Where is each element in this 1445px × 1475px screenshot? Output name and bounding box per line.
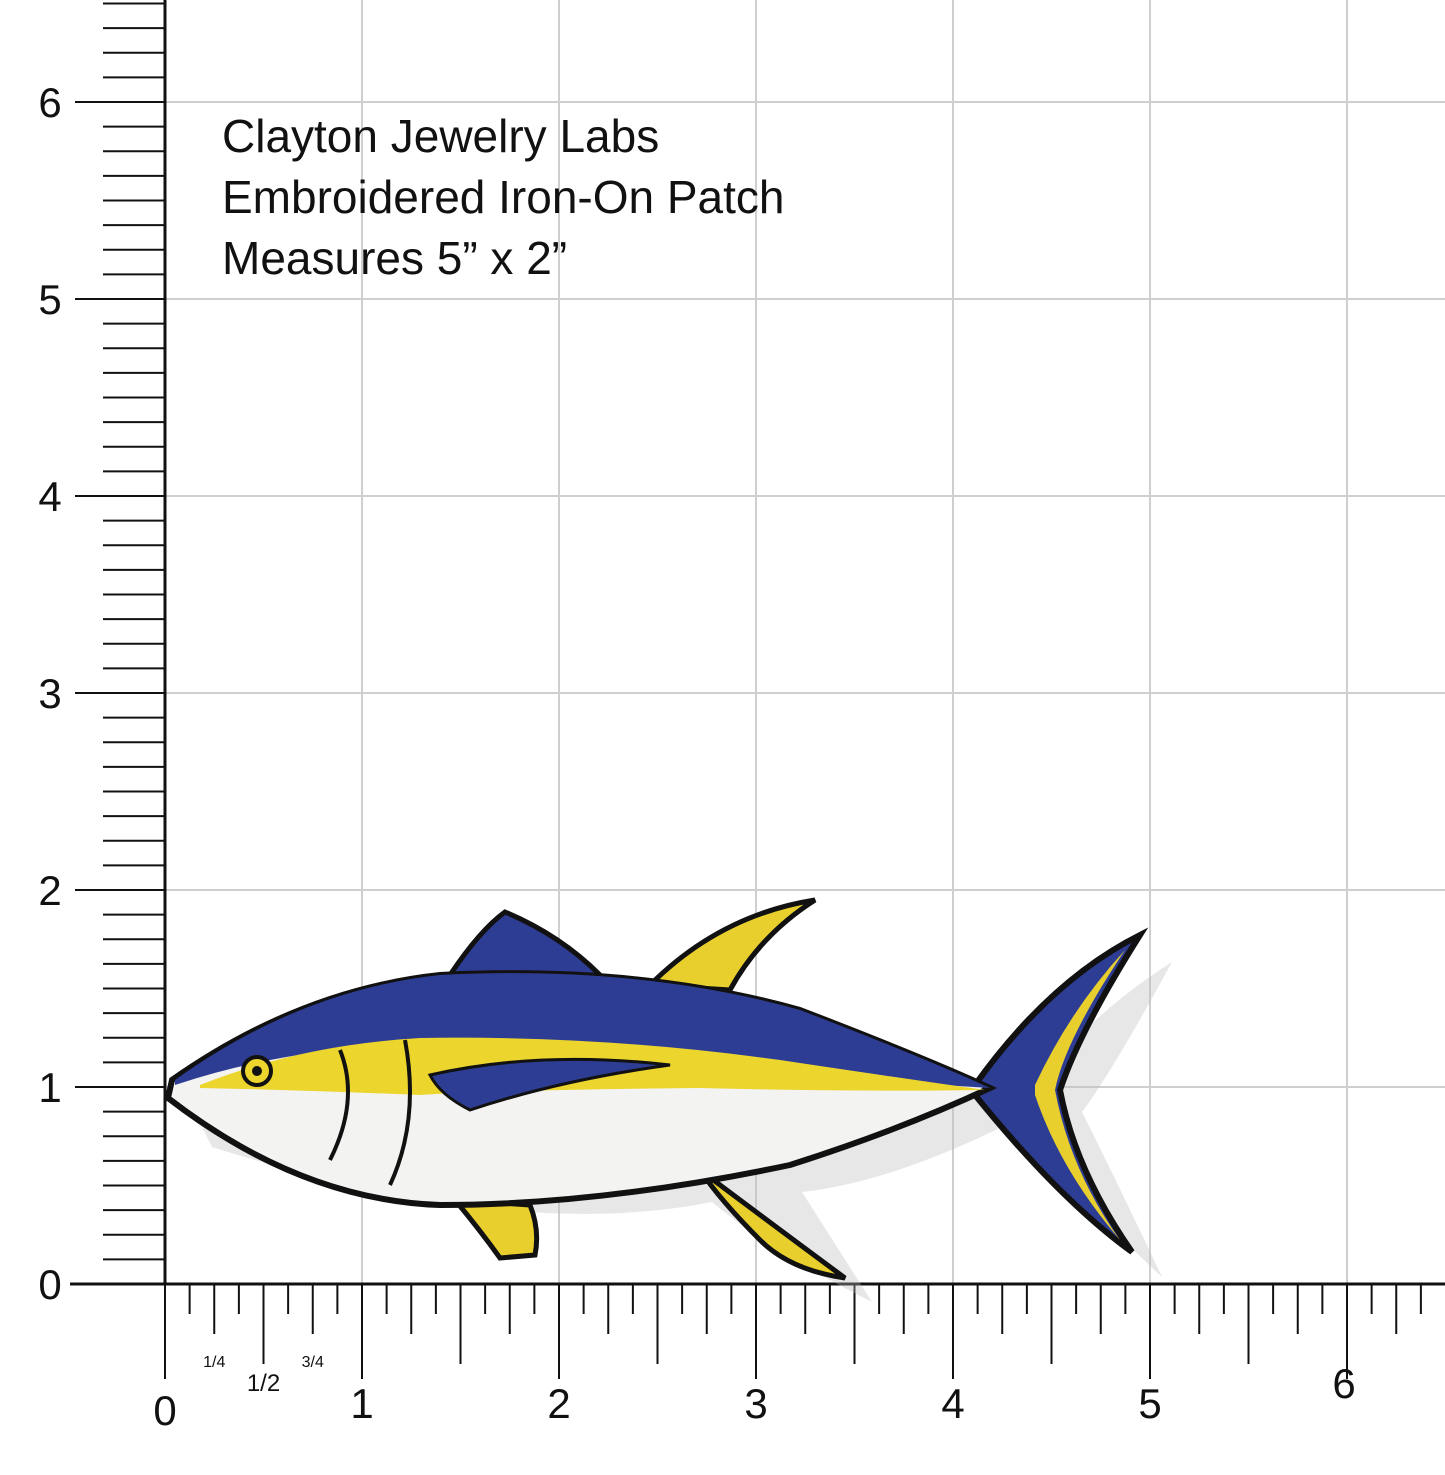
x-label: 4 <box>941 1380 964 1427</box>
caption-line: Measures 5” x 2” <box>222 232 567 284</box>
x-label: 1 <box>350 1380 373 1427</box>
back <box>175 973 990 1088</box>
x-label: 6 <box>1332 1360 1355 1407</box>
y-label: 5 <box>38 276 61 323</box>
caption-line: Embroidered Iron-On Patch <box>222 171 785 223</box>
caption-line: Clayton Jewelry Labs <box>222 110 659 162</box>
fraction-label: 1/4 <box>203 1354 225 1371</box>
gill-lines <box>328 1039 412 1186</box>
y-label: 1 <box>38 1064 61 1111</box>
tuna-patch <box>164 897 1172 1302</box>
tail-stripe <box>1035 950 1125 1240</box>
caption: Clayton Jewelry Labs Embroidered Iron-On … <box>222 110 785 284</box>
x-label: 2 <box>547 1380 570 1427</box>
pelvic-fin <box>449 1197 540 1261</box>
dorsal-fin <box>445 909 607 978</box>
x-label: 3 <box>744 1380 767 1427</box>
pectoral-fin <box>427 1057 671 1112</box>
x-label: 0 <box>153 1387 176 1434</box>
tail <box>972 927 1149 1255</box>
y-label: 6 <box>38 79 61 126</box>
fraction-label: 1/2 <box>247 1370 280 1397</box>
second-dorsal-fin <box>644 897 817 993</box>
y-label: 0 <box>38 1261 61 1308</box>
x-label: 5 <box>1138 1380 1161 1427</box>
anal-fin <box>697 1167 847 1281</box>
y-label: 4 <box>38 473 61 520</box>
y-label: 3 <box>38 670 61 717</box>
pupil <box>252 1066 262 1076</box>
ruler-labels: 0 1 2 3 4 5 6 0 1 2 3 4 5 6 1/4 1/2 3/4 <box>38 79 1355 1434</box>
ruler-ticks <box>70 0 1445 1379</box>
fraction-label: 3/4 <box>302 1354 324 1371</box>
y-label: 2 <box>38 867 61 914</box>
